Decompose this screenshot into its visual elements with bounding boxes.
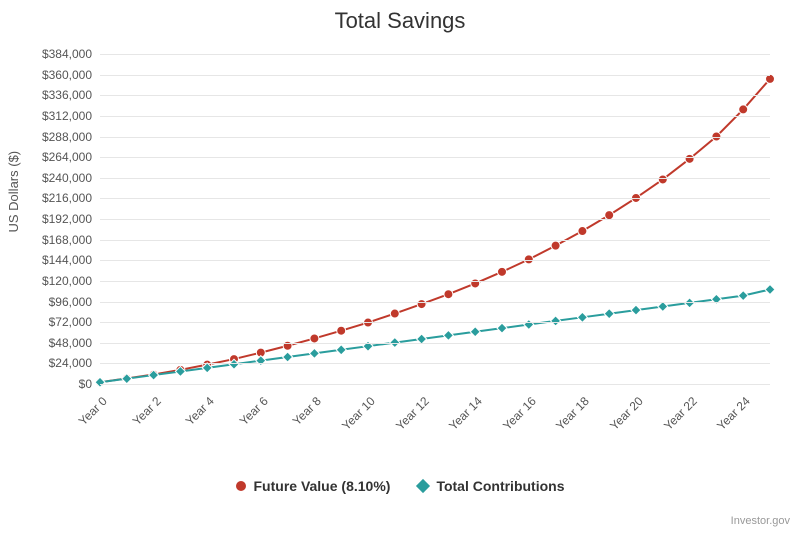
series-point-contributions bbox=[577, 312, 587, 322]
y-tick-label: $264,000 bbox=[30, 150, 92, 164]
y-tick-label: $240,000 bbox=[30, 171, 92, 185]
y-tick-label: $384,000 bbox=[30, 47, 92, 61]
series-point-contributions bbox=[604, 309, 614, 319]
legend-label: Total Contributions bbox=[436, 478, 564, 494]
legend-marker-icon bbox=[236, 481, 246, 491]
y-gridline bbox=[100, 54, 770, 55]
y-tick-label: $120,000 bbox=[30, 274, 92, 288]
series-point-contributions bbox=[738, 291, 748, 301]
y-tick-label: $144,000 bbox=[30, 253, 92, 267]
legend-marker-icon bbox=[416, 479, 430, 493]
series-point-future_value bbox=[390, 309, 399, 318]
y-tick-label: $24,000 bbox=[30, 356, 92, 370]
series-point-contributions bbox=[658, 301, 668, 311]
y-gridline bbox=[100, 95, 770, 96]
y-gridline bbox=[100, 219, 770, 220]
y-tick-label: $168,000 bbox=[30, 233, 92, 247]
y-gridline bbox=[100, 198, 770, 199]
series-point-contributions bbox=[524, 320, 534, 330]
y-gridline bbox=[100, 384, 770, 385]
y-gridline bbox=[100, 281, 770, 282]
series-point-contributions bbox=[765, 284, 775, 294]
series-point-contributions bbox=[685, 298, 695, 308]
series-point-future_value bbox=[578, 227, 587, 236]
y-tick-label: $360,000 bbox=[30, 68, 92, 82]
series-point-future_value bbox=[739, 105, 748, 114]
series-point-contributions bbox=[551, 316, 561, 326]
y-tick-label: $72,000 bbox=[30, 315, 92, 329]
y-gridline bbox=[100, 157, 770, 158]
series-point-contributions bbox=[283, 352, 293, 362]
series-point-contributions bbox=[336, 345, 346, 355]
y-gridline bbox=[100, 137, 770, 138]
series-point-contributions bbox=[309, 348, 319, 358]
series-point-future_value bbox=[685, 154, 694, 163]
legend-label: Future Value (8.10%) bbox=[254, 478, 391, 494]
savings-chart: Total Savings US Dollars ($) Future Valu… bbox=[0, 0, 800, 533]
legend-item-future_value[interactable]: Future Value (8.10%) bbox=[236, 478, 391, 494]
y-gridline bbox=[100, 240, 770, 241]
y-tick-label: $312,000 bbox=[30, 109, 92, 123]
y-gridline bbox=[100, 75, 770, 76]
series-point-future_value bbox=[444, 290, 453, 299]
y-gridline bbox=[100, 363, 770, 364]
series-point-contributions bbox=[443, 330, 453, 340]
series-point-contributions bbox=[631, 305, 641, 315]
series-point-future_value bbox=[310, 334, 319, 343]
series-point-future_value bbox=[337, 326, 346, 335]
y-gridline bbox=[100, 260, 770, 261]
y-gridline bbox=[100, 322, 770, 323]
series-point-future_value bbox=[551, 241, 560, 250]
y-gridline bbox=[100, 343, 770, 344]
y-gridline bbox=[100, 116, 770, 117]
series-point-contributions bbox=[711, 294, 721, 304]
series-point-future_value bbox=[498, 267, 507, 276]
y-tick-label: $288,000 bbox=[30, 130, 92, 144]
y-tick-label: $48,000 bbox=[30, 336, 92, 350]
y-tick-label: $216,000 bbox=[30, 191, 92, 205]
chart-legend: Future Value (8.10%) Total Contributions bbox=[0, 478, 800, 494]
y-tick-label: $336,000 bbox=[30, 88, 92, 102]
chart-series bbox=[0, 0, 800, 533]
attribution: Investor.gov bbox=[731, 515, 790, 527]
series-point-future_value bbox=[766, 74, 775, 83]
series-point-contributions bbox=[470, 327, 480, 337]
y-tick-label: $192,000 bbox=[30, 212, 92, 226]
legend-item-contributions[interactable]: Total Contributions bbox=[418, 478, 564, 494]
y-tick-label: $96,000 bbox=[30, 295, 92, 309]
y-gridline bbox=[100, 178, 770, 179]
series-line-contributions bbox=[100, 289, 770, 382]
series-point-contributions bbox=[497, 323, 507, 333]
y-tick-label: $0 bbox=[30, 377, 92, 391]
series-point-future_value bbox=[658, 175, 667, 184]
y-gridline bbox=[100, 302, 770, 303]
